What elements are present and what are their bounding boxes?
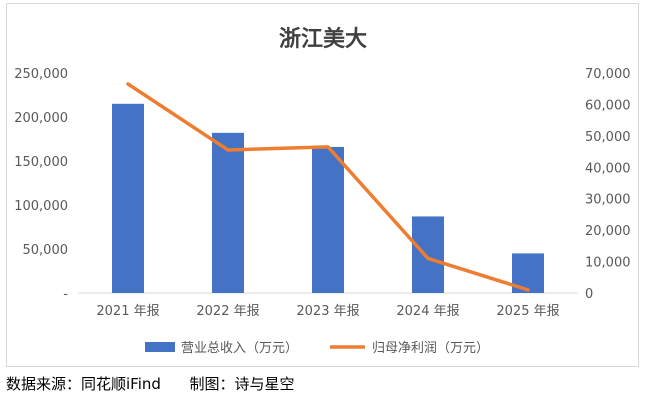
revenue-bar: [112, 103, 144, 293]
left-tick-label: 200,000: [14, 111, 68, 126]
right-tick-label: 10,000: [585, 256, 631, 271]
category-label: 2025 年报: [496, 304, 559, 319]
left-tick-label: 100,000: [14, 199, 68, 214]
right-tick-label: 30,000: [585, 193, 631, 208]
right-tick-label: 40,000: [585, 161, 631, 176]
right-tick-label: 60,000: [585, 98, 631, 113]
left-tick-label: 250,000: [14, 67, 68, 82]
revenue-bar: [212, 132, 244, 293]
right-tick-label: 70,000: [585, 67, 631, 82]
right-tick-label: 20,000: [585, 224, 631, 239]
left-tick-label: 150,000: [14, 155, 68, 170]
left-tick-label: 50,000: [23, 243, 69, 258]
revenue-bar: [312, 146, 344, 293]
right-tick-label: 0: [585, 287, 593, 302]
legend-label-net-profit: 归母净利润（万元）: [372, 341, 489, 356]
right-tick-label: 50,000: [585, 130, 631, 145]
category-label: 2021 年报: [96, 304, 159, 319]
left-tick-label: -: [63, 287, 68, 302]
category-label: 2023 年报: [296, 304, 359, 319]
source-note: 数据来源：同花顺iFind 制图：诗与星空: [6, 375, 295, 393]
chart-title: 浙江美大: [279, 26, 367, 52]
legend-label-revenue: 营业总收入（万元）: [181, 341, 298, 356]
revenue-bar: [412, 216, 444, 293]
legend-swatch-revenue: [145, 342, 175, 352]
category-label: 2024 年报: [396, 304, 459, 319]
category-label: 2022 年报: [196, 304, 259, 319]
